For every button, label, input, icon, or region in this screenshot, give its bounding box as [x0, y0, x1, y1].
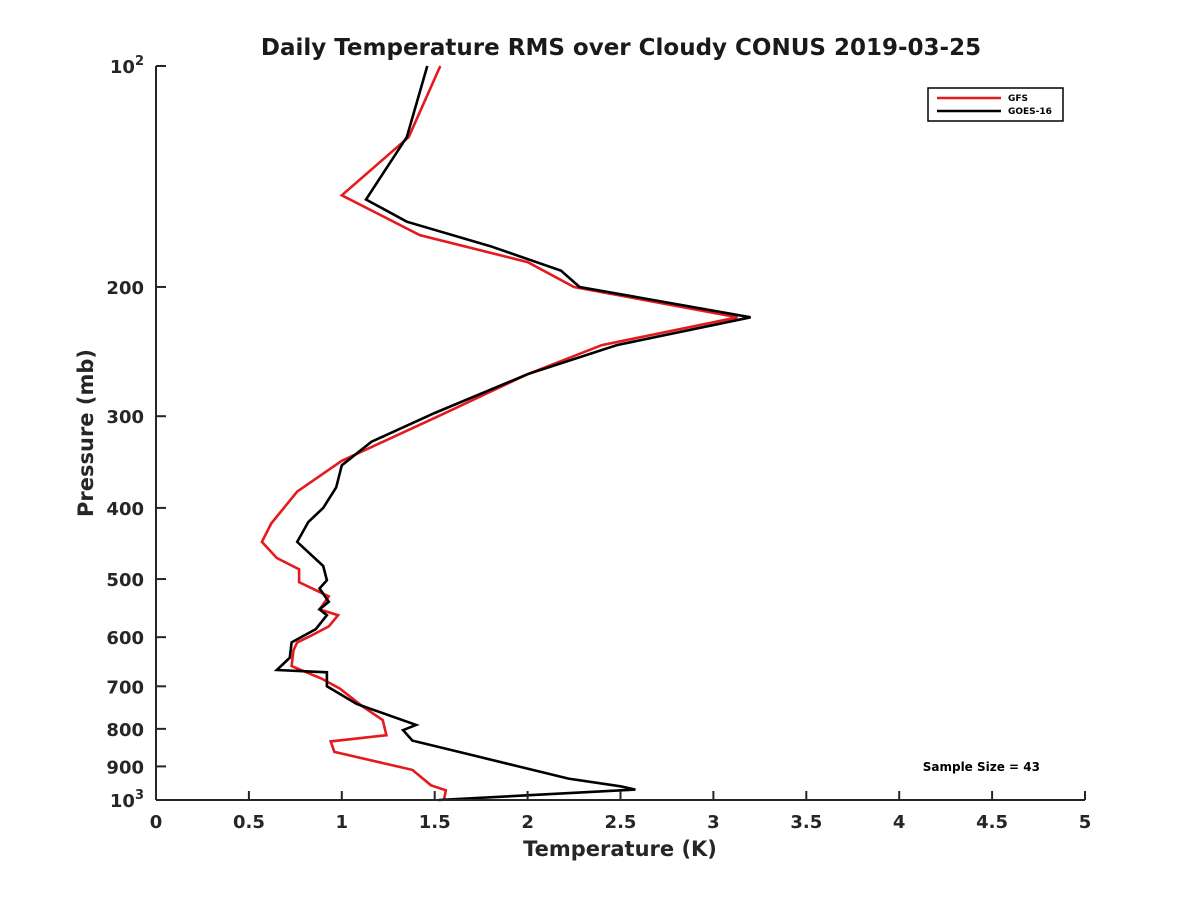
y-tick-label: 103 [110, 788, 144, 812]
x-tick-label: 4.5 [976, 812, 1008, 833]
x-tick-label: 0 [150, 812, 163, 833]
x-tick-label: 4 [893, 812, 906, 833]
x-tick-label: 5 [1079, 812, 1092, 833]
y-tick-label: 102 [110, 54, 144, 78]
sample-size-annotation: Sample Size = 43 [923, 760, 1040, 774]
x-tick-label: 2 [521, 812, 534, 833]
x-tick-label: 3.5 [790, 812, 822, 833]
series-layer [260, 65, 751, 802]
y-axis-label: Pressure (mb) [74, 349, 98, 517]
x-tick-label: 0.5 [233, 812, 265, 833]
x-tick-label: 1.5 [419, 812, 451, 833]
y-tick-label: 200 [106, 278, 144, 299]
y-tick-label: 800 [106, 720, 144, 741]
y-tick-label: 500 [106, 570, 144, 591]
series-line-gfs [260, 65, 738, 801]
legend-label: GOES-16 [1008, 107, 1052, 117]
y-tick-label: 600 [106, 628, 144, 649]
y-tick-label: 400 [106, 499, 144, 520]
x-tick-label: 1 [336, 812, 349, 833]
x-tick-label: 2.5 [605, 812, 637, 833]
y-tick-label: 700 [106, 677, 144, 698]
legend-box [927, 87, 1064, 122]
chart-title: Daily Temperature RMS over Cloudy CONUS … [261, 35, 981, 61]
legend: GFS GOES-16 [927, 87, 1064, 122]
legend-label: GFS [1008, 94, 1028, 104]
series-line-goes-16 [273, 65, 751, 802]
axes-layer: 0 0.5 1 1.5 2 2.5 3 3.5 4 4.5 5 102 200 300 400 500 600 7… [106, 54, 1091, 833]
y-tick-label: 900 [106, 757, 144, 778]
x-axis-label: Temperature (K) [523, 837, 717, 861]
x-tick-label: 3 [707, 812, 720, 833]
y-tick-label: 300 [106, 407, 144, 428]
